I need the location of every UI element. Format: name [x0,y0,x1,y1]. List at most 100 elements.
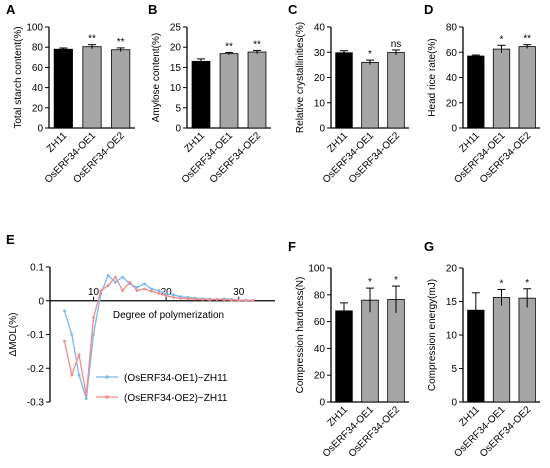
panel-letter: B [148,2,157,17]
y-tick-label: 100 [26,23,43,34]
bar [518,297,536,403]
panel-letter: A [6,2,16,17]
bar [247,51,267,129]
significance-mark: * [368,277,372,288]
y-tick-label: 25 [170,23,182,34]
series-point [179,296,183,300]
series-point [222,298,226,302]
x-axis-title: Degree of polymerization [113,310,224,321]
y-tick-label: 80 [446,23,458,34]
y-tick-label: 20 [446,264,458,275]
significance-mark: * [394,275,398,286]
series-point [77,353,81,357]
series-point [237,298,241,302]
y-tick-label: 20 [32,103,44,114]
bar [492,48,511,129]
y-axis-title: Head rice rate(%) [427,38,438,116]
bar [387,52,405,129]
series-point [99,289,103,293]
y-axis-title: Total starch content(%) [13,26,24,128]
significance-mark: * [525,278,529,289]
series-point [128,280,132,284]
series-point [142,287,146,291]
significance-mark: * [500,278,504,289]
bar [53,48,73,129]
series-point [92,316,95,320]
series-point [244,299,248,302]
y-tick-label: 15 [170,63,182,74]
y-tick-label: 0 [37,124,43,135]
y-axis-title: Compression energy(mJ) [427,279,438,391]
x-tick-label: 30 [233,287,245,298]
series-point [171,293,175,297]
panel-letter: F [288,239,296,254]
x-tick-label: OsERF34-OE1 [43,130,99,186]
y-tick-label: 5 [451,364,457,375]
significance-mark: ns [391,39,402,50]
y-tick-label: 0 [175,124,181,135]
series-point [157,289,161,293]
series-point [208,298,212,302]
significance-mark: * [500,34,504,45]
series-point [150,287,154,291]
bar [467,55,485,129]
y-tick-label: 20 [314,73,326,84]
bar [335,310,353,403]
series-point [84,393,88,397]
y-axis-title: Relative crystallinities(%) [295,22,306,133]
bar [191,60,211,129]
y-tick-label: 0 [319,398,325,409]
legend-marker [105,395,109,399]
panel-e: E -0.3 -0.2 -0.1 0 0.1 10 20 30 Degree of polymer… [6,232,275,409]
y-tick-label: 40 [446,73,458,84]
series-point [77,373,81,377]
y-tick-label: 15 [446,297,458,308]
significance-mark: ** [523,34,531,45]
y-tick-label: 60 [446,48,458,59]
series-point [63,339,66,343]
bar [361,299,379,403]
y-tick-label: 10 [170,83,182,94]
y-tick-label: 80 [32,43,44,54]
bar [82,46,102,129]
series-point [63,309,66,313]
bar [467,309,485,403]
bar [387,299,405,403]
y-tick-label: 5 [175,103,181,114]
panel-letter: E [6,232,15,247]
y-tick-label: 40 [314,23,326,34]
bar [492,297,511,403]
series-point [186,297,190,301]
bar [219,53,239,129]
series-point [70,373,74,377]
series-point [70,333,74,336]
series-point [106,284,110,287]
y-tick-label: 30 [314,48,326,59]
significance-mark: ** [88,34,96,45]
significance-mark: ** [225,41,233,52]
y-axis-title: Compression hardness(N) [295,277,306,394]
y-tick-label: 0 [319,124,325,135]
series-point [121,275,124,279]
y-tick-label: -0.1 [27,330,45,341]
y-tick-label: 60 [314,317,326,328]
series-point [142,282,146,286]
significance-mark: ** [117,37,125,48]
bar [335,52,353,129]
series-point [215,298,219,301]
panel-b: B 0 5 10 15 20 25 Amylose content(%) ZH11 ** OsERF… [148,2,271,186]
series-point [157,291,161,295]
panel-letter: D [424,2,433,17]
y-tick-label: 0.1 [30,263,44,274]
y-tick-label: 0 [451,124,457,135]
series-point [113,280,117,284]
x-tick-label: ZH11 [183,130,208,155]
y-axis-title: ΔMOL(%) [8,313,19,357]
x-tick-label: OsERF34-OE2 [71,130,127,186]
bar [518,46,536,129]
